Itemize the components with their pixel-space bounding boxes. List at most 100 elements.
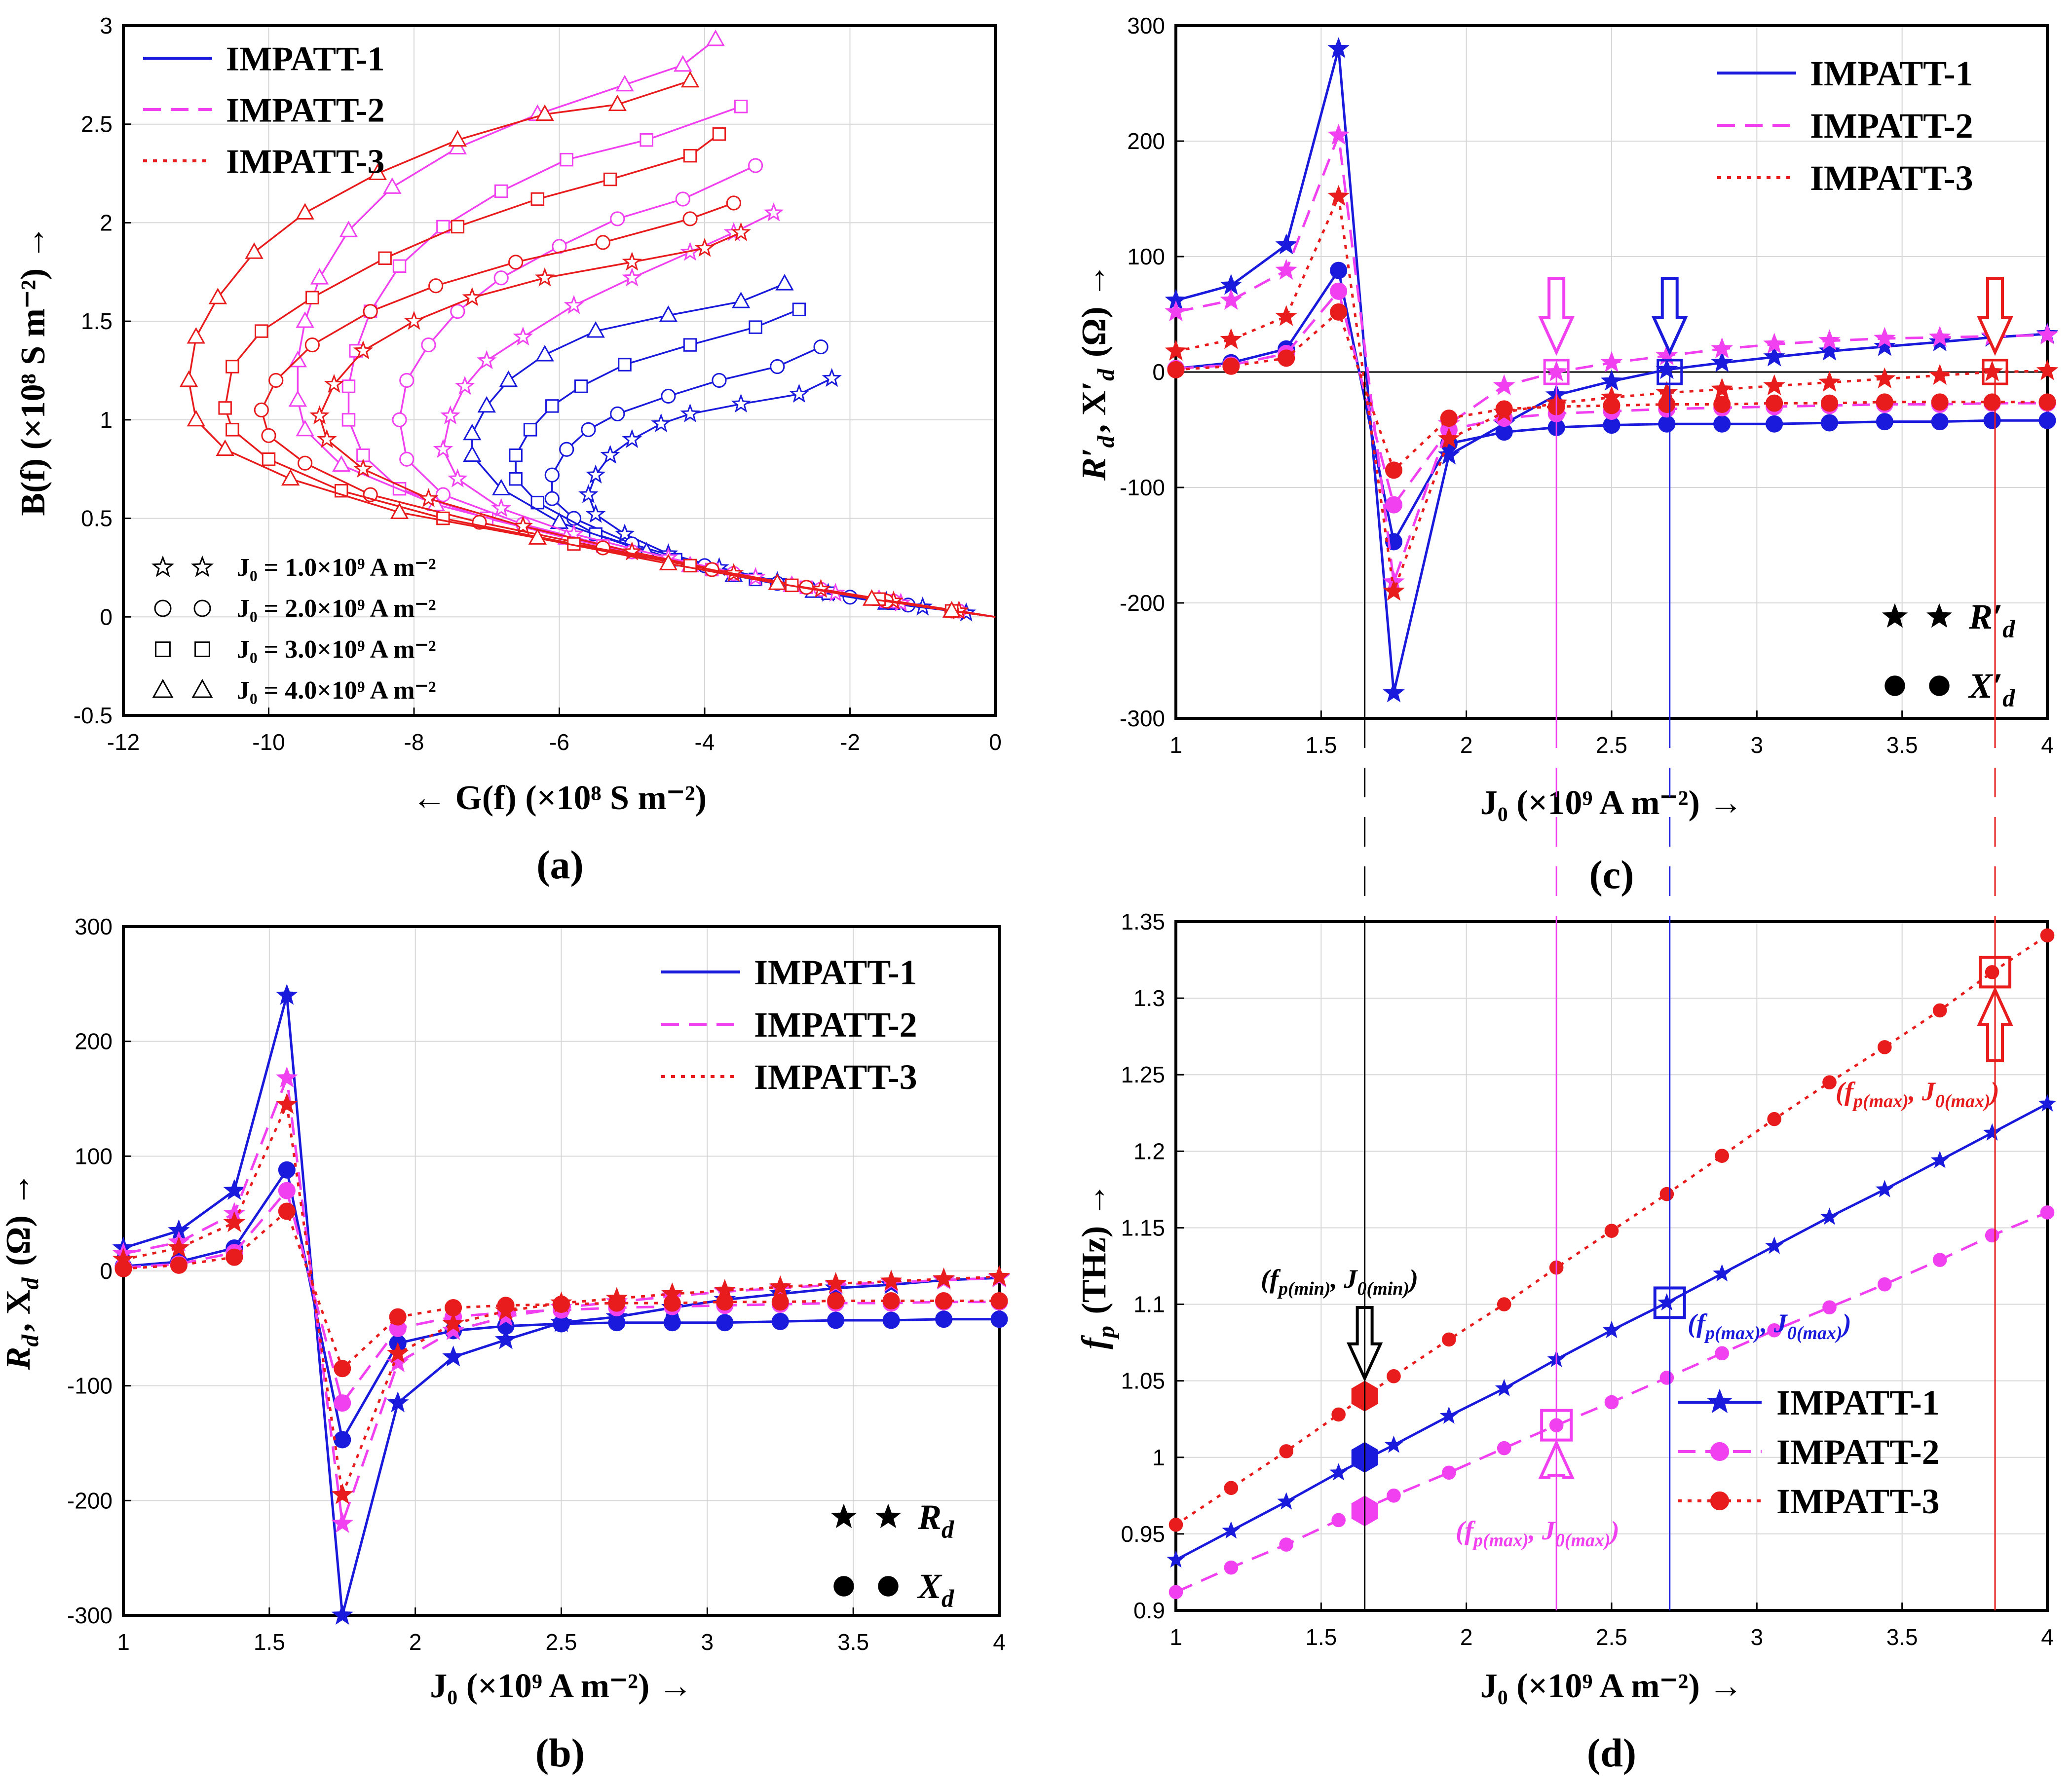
x-tick-label-a-0: -12 [107,729,140,755]
marker-legend-a-1-1 [154,599,172,617]
point-c-2-0 [1165,300,1187,322]
point-d-0-15 [1983,1123,2001,1141]
point-d-2-14 [1932,1003,1947,1018]
point-b-0-2 [223,1179,246,1200]
point-d-0-3 [1329,1463,1348,1481]
point-b-3-3 [278,1182,296,1199]
legend-text-a-0: IMPATT-1 [226,40,385,78]
series-c-5 [1175,309,2047,473]
point-a-7-13 [339,221,358,237]
point-a-4-10 [440,405,460,425]
point-a-1-14 [712,373,727,388]
point-c-2-12 [1818,329,1841,350]
point-a-3-16 [775,274,794,291]
marker-legend-a-3-2 [191,678,213,698]
point-a-5-10 [399,373,414,388]
point-a-6-17 [640,133,653,147]
point-d-2-5 [1442,1332,1456,1347]
point-c-5-15 [1983,393,2001,411]
point-c-5-5 [1440,410,1458,427]
x-tick-label-c-6: 4 [2041,732,2054,758]
point-c-5-1 [1222,357,1240,375]
point-b-1-4 [334,1431,351,1449]
x-tick-label-d-5: 3.5 [1886,1624,1918,1650]
point-c-3-3 [1330,282,1348,300]
y-tick-label-c-2: -100 [1120,475,1165,500]
point-a-7-14 [383,177,402,194]
marker-legend-b-1-1 [833,1576,854,1597]
point-b-5-15 [935,1292,953,1309]
y-tick-label-b-5: 200 [75,1029,113,1054]
x-tick-label-a-2: -8 [404,729,424,755]
y-tick-label-d-6: 1.2 [1133,1138,1165,1164]
legend-text-c-2: IMPATT-3 [1810,158,1973,198]
point-a-4-11 [454,375,475,395]
x-tick-label-a-6: 0 [989,729,1002,755]
point-a-3-12 [535,344,554,362]
point-a-0-10 [578,484,599,503]
marker-legend-c-1-2 [1929,675,1950,696]
point-a-5-17 [748,158,763,173]
point-d-1-16 [2040,1205,2055,1220]
point-b-5-13 [827,1292,845,1309]
point-d-0-12 [1820,1207,1839,1225]
point-a-9-10 [254,402,269,417]
point-c-1-16 [2038,411,2056,429]
point-b-0-6 [442,1345,464,1367]
y-tick-label-b-6: 300 [75,914,113,939]
legend-text-d-1: IMPATT-2 [1776,1432,1940,1472]
point-a-2-14 [683,338,697,352]
point-b-1-13 [827,1311,845,1329]
point-c-5-2 [1278,349,1295,367]
x-tick-label-c-3: 2.5 [1596,732,1627,758]
y-tick-label-d-7: 1.25 [1121,1062,1165,1087]
point-a-11-8 [216,439,234,456]
point-b-1-14 [882,1311,900,1329]
y-tick-label-d-9: 1.35 [1121,909,1165,934]
point-a-2-13 [618,358,632,372]
y-tick-label-d-1: 0.95 [1121,1521,1165,1547]
point-b-4-16 [988,1265,1011,1286]
x-tick-label-b-3: 2.5 [546,1629,577,1655]
point-a-4-12 [476,350,497,370]
point-c-1-12 [1821,414,1838,432]
point-a-7-17 [615,75,634,92]
point-b-5-8 [553,1295,570,1313]
point-d-2-15 [1985,965,1999,979]
point-a-11-2 [862,589,881,606]
point-b-4-2 [223,1211,246,1232]
point-c-5-16 [2038,393,2056,411]
point-a-9-18 [726,195,742,211]
point-a-3-9 [463,423,482,441]
point-c-1-3 [1330,261,1348,279]
point-d-1-10 [1715,1346,1729,1361]
marker-legend-text-c-0: R′d [1968,597,2018,643]
y-tick-label-b-1: -200 [67,1488,113,1513]
point-c-4-14 [1928,364,1951,385]
guide-lines [1364,372,1996,1610]
y-axis-label-c: R′d , X′d (Ω) → [1075,263,1120,481]
arrow-c-1 [1652,277,1688,356]
point-a-2-16 [792,302,806,316]
point-c-1-9 [1658,415,1676,433]
marker-legend-text-b-1: Xd [917,1567,957,1612]
curve-a-5 [398,165,996,618]
point-a-8-11 [324,373,344,393]
x-tick-label-c-1: 1.5 [1305,732,1337,758]
x-tick-label-d-6: 4 [2041,1624,2054,1650]
y-tick-label-c-0: -300 [1120,706,1165,731]
point-a-0-17 [789,383,809,403]
point-c-4-15 [1981,360,2003,381]
point-a-7-11 [296,311,314,328]
point-b-5-10 [663,1294,681,1312]
point-c-0-12 [1818,339,1841,361]
y-tick-label-a-4: 1.5 [81,308,113,334]
y-tick-label-c-1: -200 [1120,590,1165,616]
panel-label-a: (a) [536,842,584,887]
point-b-5-3 [278,1202,296,1220]
panel-c: 1 1.5 2 2.5 3 3.5 4 -300 -200 -100 0 100 200 300 J₀ (×… [1075,13,2059,897]
point-a-0-16 [731,393,751,413]
point-c-5-11 [1766,394,1783,412]
legend-marker-d-0 [1706,1388,1733,1414]
point-a-2-8 [509,472,523,486]
